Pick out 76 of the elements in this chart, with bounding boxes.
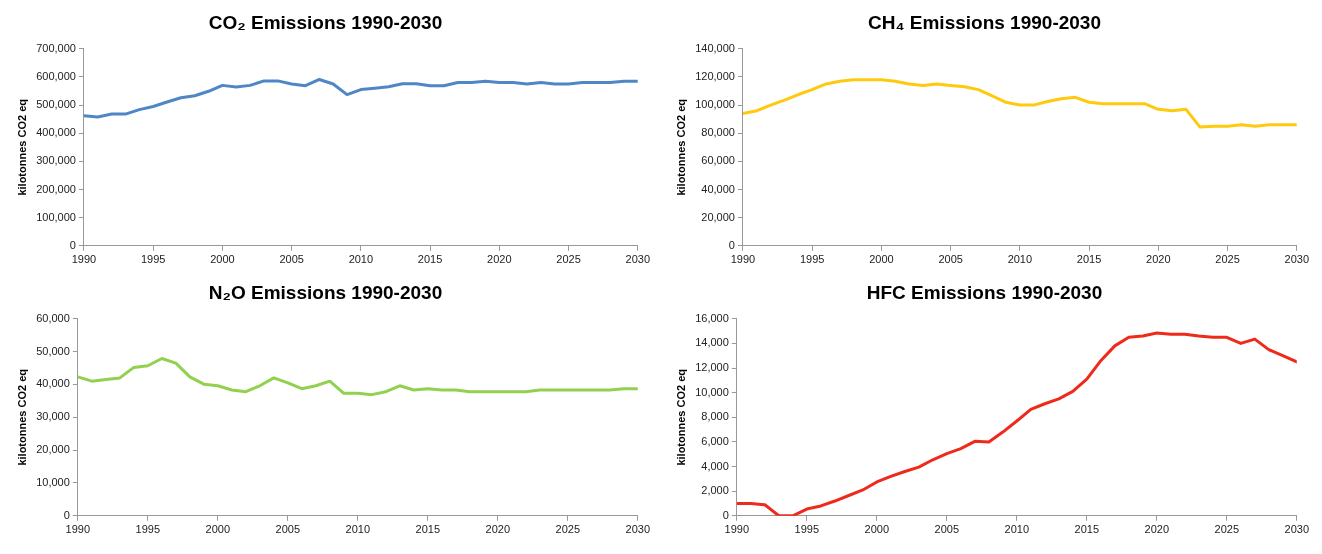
y-tick-label: 30,000 [36,410,70,423]
x-tick-label: 2010 [345,523,371,536]
y-tick-label: 16,000 [695,311,729,324]
y-tick-label: 140,000 [695,41,735,54]
x-tick-label: 2025 [556,253,581,266]
x-tick-label: 2025 [555,523,581,536]
x-tick-label: 2030 [625,523,651,536]
x-tick-label: 2015 [1074,523,1100,536]
y-tick-label: 60,000 [36,311,70,324]
y-axis-title: kilotonnes CO2 eq [15,369,28,466]
y-tick-label: 6,000 [701,434,729,447]
y-tick-label: 0 [728,238,735,251]
x-tick-label: 2005 [938,253,963,266]
x-tick-label: 2030 [625,253,651,266]
x-tick-label: 2000 [205,523,231,536]
x-tick-label: 2010 [1007,253,1033,266]
y-tick-label: 200,000 [36,182,76,195]
x-tick-label: 1990 [65,523,91,536]
y-tick-label: 0 [69,238,76,251]
x-tick-label: 2020 [485,523,511,536]
x-tick-label: 2015 [1076,253,1102,266]
y-tick-label: 10,000 [36,476,70,488]
chart-title: CO₂ Emissions 1990-2030 [208,11,443,33]
y-tick-label: 60,000 [701,154,735,167]
y-tick-label: 20,000 [36,443,70,456]
y-tick-label: 12,000 [695,361,729,374]
x-tick-label: 2015 [417,253,443,266]
y-axis-title: kilotonnes CO2 eq [15,99,28,196]
x-tick-label: 1990 [730,253,756,266]
x-tick-label: 1990 [724,523,750,536]
y-tick-label: 80,000 [701,126,735,139]
y-tick-label: 100,000 [695,98,735,111]
y-tick-label: 20,000 [701,210,735,223]
x-tick-label: 2030 [1284,523,1310,536]
y-tick-label: 300,000 [36,154,76,167]
y-tick-label: 100,000 [36,210,76,223]
x-tick-label: 2000 [210,253,235,266]
x-tick-label: 2000 [864,523,890,536]
y-tick-label: 10,000 [695,385,729,398]
chart-title: N₂O Emissions 1990-2030 [208,281,443,303]
y-tick-label: 8,000 [701,410,729,423]
y-tick-label: 2,000 [701,484,729,497]
y-tick-label: 400,000 [36,126,76,139]
x-tick-label: 2010 [348,253,374,266]
x-tick-label: 2015 [415,523,441,536]
x-tick-label: 1995 [135,523,161,536]
x-tick-label: 2000 [869,253,894,266]
y-tick-label: 14,000 [695,336,729,349]
x-tick-label: 2005 [275,523,301,536]
x-tick-label: 2030 [1284,253,1310,266]
y-tick-label: 50,000 [36,344,70,357]
x-tick-label: 2020 [1144,523,1170,536]
y-axis-title: kilotonnes CO2 eq [674,369,687,466]
x-tick-label: 2020 [487,253,512,266]
y-tick-label: 0 [722,508,729,521]
y-tick-label: 700,000 [36,41,76,54]
y-axis-title: kilotonnes CO2 eq [674,99,687,196]
x-tick-label: 1990 [71,253,97,266]
chart-title: CH₄ Emissions 1990-2030 [868,11,1101,33]
x-tick-label: 2025 [1214,523,1240,536]
x-tick-label: 2005 [934,523,960,536]
y-tick-label: 4,000 [701,459,729,472]
y-tick-label: 500,000 [36,98,76,111]
chart-title: HFC Emissions 1990-2030 [866,281,1103,303]
y-tick-label: 600,000 [36,69,76,82]
y-tick-label: 40,000 [36,377,70,390]
x-tick-label: 2020 [1146,253,1171,266]
x-tick-label: 2025 [1215,253,1240,266]
y-tick-label: 120,000 [695,69,735,82]
y-tick-label: 0 [63,508,70,521]
x-tick-label: 2010 [1004,523,1030,536]
x-tick-label: 2005 [279,253,304,266]
y-tick-label: 40,000 [701,182,735,195]
x-tick-label: 1995 [799,253,825,266]
x-tick-label: 1995 [794,523,820,536]
x-tick-label: 1995 [140,253,166,266]
